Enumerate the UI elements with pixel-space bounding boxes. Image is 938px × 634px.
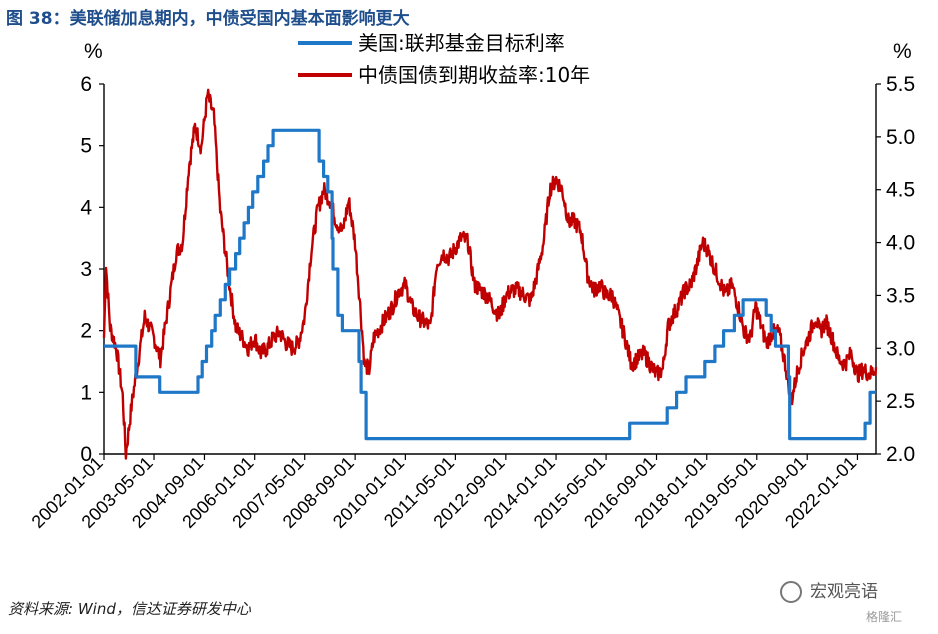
watermark-small: 格隆汇 (866, 610, 903, 624)
right-tick-label: 4.0 (886, 232, 915, 255)
source-note: 资料来源: Wind，信达证券研发中心 (8, 600, 251, 618)
right-axis-unit: % (893, 40, 912, 63)
left-tick-label: 1 (80, 381, 92, 404)
right-tick-label: 4.5 (886, 179, 915, 202)
right-tick-label: 5.5 (886, 73, 915, 96)
left-tick-label: 4 (80, 196, 92, 219)
watermark-text: 宏观亮语 (810, 582, 878, 602)
watermark: 宏观亮语 (780, 577, 878, 603)
left-axis-unit: % (84, 40, 103, 63)
fed-funds-rate-line (104, 128, 876, 441)
legend-label-fed-funds-rate-line: 美国:联邦基金目标利率 (358, 31, 565, 55)
left-tick-label: 2 (80, 320, 92, 343)
right-tick-label: 2.0 (886, 443, 915, 466)
cgb-10y-yield-line (102, 88, 878, 460)
wechat-icon (780, 581, 802, 603)
left-tick-label: 0 (80, 443, 92, 466)
left-tick-label: 6 (80, 73, 92, 96)
figure-title: 图 38：美联储加息期内，中债受国内基本面影响更大 (6, 9, 410, 29)
legend-label-cgb-10y-yield-line: 中债国债到期收益率:10年 (358, 63, 590, 87)
left-tick-label: 3 (80, 258, 92, 281)
right-tick-label: 3.5 (886, 284, 915, 307)
right-tick-label: 3.0 (886, 337, 915, 360)
right-tick-label: 5.0 (886, 126, 915, 149)
right-tick-label: 2.5 (886, 390, 915, 413)
left-tick-label: 5 (80, 135, 92, 158)
